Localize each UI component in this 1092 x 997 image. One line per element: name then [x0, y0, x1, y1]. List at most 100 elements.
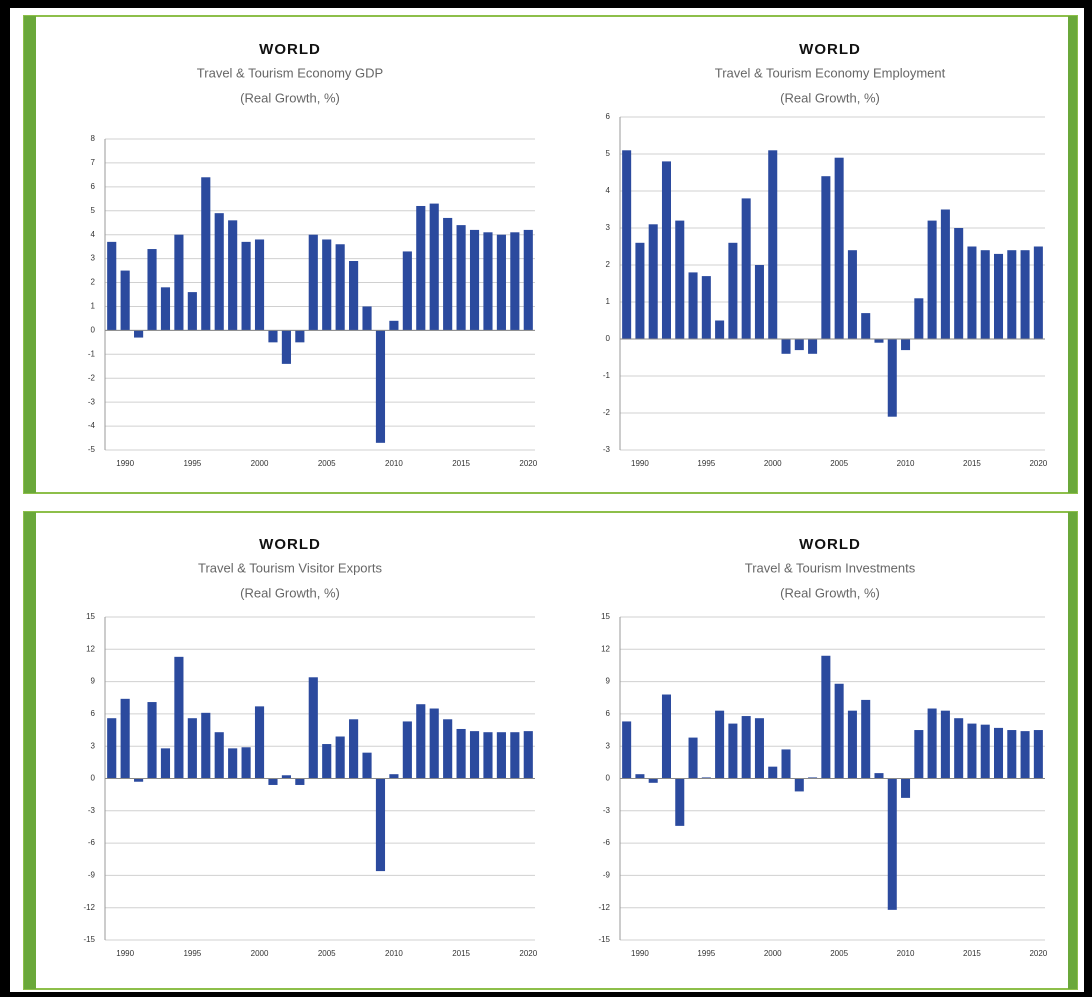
bar: [980, 724, 990, 779]
bar: [874, 773, 884, 779]
bar: [994, 727, 1004, 779]
bar: [308, 677, 318, 779]
bar: [927, 708, 937, 779]
bar: [887, 778, 897, 910]
bar: [781, 339, 791, 354]
bar: [728, 723, 738, 779]
bar: [701, 276, 711, 339]
bar: [241, 241, 251, 331]
bar: [688, 737, 698, 779]
bar: [741, 716, 751, 779]
bar: [201, 177, 211, 331]
y-tick-label: 3: [606, 223, 611, 232]
bar: [322, 744, 332, 779]
bar: [728, 242, 738, 339]
y-tick-label: 4: [606, 186, 611, 195]
bar: [1020, 250, 1030, 339]
chart-subtitle: (Real Growth, %): [240, 585, 340, 600]
bar: [389, 320, 399, 331]
bar: [701, 777, 711, 779]
y-tick-label: 0: [91, 774, 96, 783]
y-tick-label: -9: [603, 871, 611, 880]
x-tick-label: 2000: [251, 949, 269, 958]
x-tick-label: 2015: [963, 949, 981, 958]
bar: [794, 778, 804, 792]
bar: [675, 778, 685, 826]
bar: [861, 313, 871, 339]
bar: [496, 732, 506, 779]
bar: [675, 220, 685, 339]
bar: [416, 704, 426, 779]
x-tick-label: 2000: [764, 949, 782, 958]
bar: [268, 778, 278, 785]
bar: [1033, 730, 1043, 779]
y-tick-label: -12: [598, 903, 610, 912]
y-tick-label: -12: [83, 903, 95, 912]
y-tick-label: 2: [91, 278, 96, 287]
bar: [375, 778, 386, 872]
x-tick-label: 2010: [897, 459, 915, 468]
bar: [768, 766, 778, 779]
bar: [469, 229, 480, 331]
x-tick-label: 2000: [251, 459, 269, 468]
bar: [214, 213, 224, 331]
bar: [754, 265, 764, 339]
chart-subtitle: Travel & Tourism Economy GDP: [197, 65, 383, 80]
bar: [456, 728, 466, 779]
bar: [402, 721, 412, 779]
bar: [120, 698, 130, 779]
bar: [635, 242, 645, 339]
y-tick-label: 0: [91, 325, 96, 334]
bar: [281, 775, 291, 779]
y-tick-label: 15: [601, 612, 610, 621]
chart-subtitle: (Real Growth, %): [780, 90, 880, 105]
bar: [483, 732, 493, 779]
bar: [510, 232, 520, 331]
x-tick-label: 1990: [631, 949, 649, 958]
bar: [834, 157, 844, 339]
bar: [107, 718, 117, 779]
bar: [1007, 250, 1017, 339]
y-tick-label: 6: [91, 709, 96, 718]
x-tick-label: 2015: [452, 459, 470, 468]
x-tick-label: 2005: [830, 949, 848, 958]
bar: [322, 239, 332, 331]
y-tick-label: -6: [603, 838, 611, 847]
bar: [715, 710, 725, 779]
x-tick-label: 2010: [385, 459, 403, 468]
y-tick-label: 12: [601, 644, 610, 653]
x-tick-label: 2005: [318, 949, 336, 958]
bar: [901, 339, 911, 351]
bar: [768, 150, 778, 339]
bar: [120, 270, 130, 331]
bar: [187, 718, 197, 779]
bar: [469, 731, 480, 779]
bar: [147, 249, 157, 331]
y-tick-label: -3: [603, 806, 611, 815]
x-tick-label: 1995: [697, 459, 715, 468]
bar: [954, 718, 964, 779]
y-tick-label: -3: [88, 397, 96, 406]
bar: [523, 229, 533, 331]
y-tick-label: 15: [86, 612, 95, 621]
bar: [861, 699, 871, 779]
bar: [715, 320, 725, 339]
bar: [510, 732, 520, 779]
x-tick-label: 1990: [116, 949, 134, 958]
bar: [496, 234, 506, 331]
bar: [308, 234, 318, 331]
x-tick-label: 1990: [631, 459, 649, 468]
y-tick-label: -9: [88, 871, 96, 880]
y-tick-label: 6: [91, 182, 96, 191]
bar: [901, 778, 911, 798]
bar: [416, 205, 426, 331]
bar: [349, 261, 359, 331]
bar: [187, 292, 197, 331]
bar: [661, 694, 671, 779]
bar: [241, 747, 251, 779]
bar: [174, 234, 184, 331]
bar: [887, 339, 897, 417]
bar: [362, 306, 372, 331]
bar: [335, 736, 345, 779]
